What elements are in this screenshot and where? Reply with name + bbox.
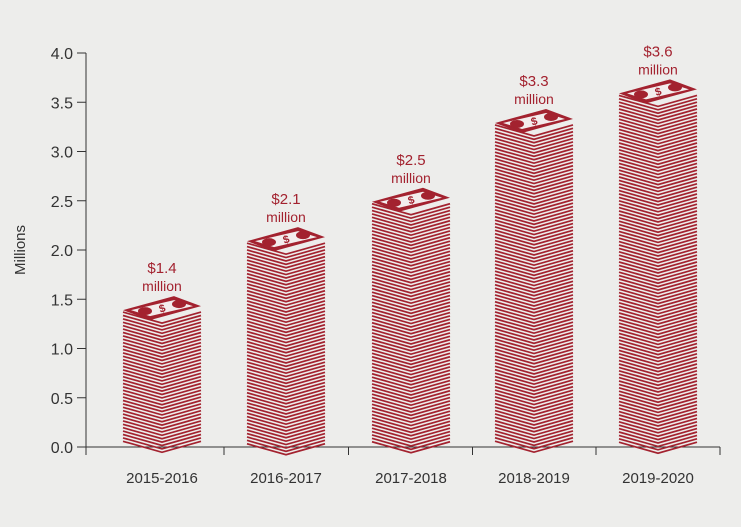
y-tick-label: 1.0 bbox=[51, 342, 73, 359]
data-label-unit: million bbox=[391, 170, 431, 186]
bill-stack-lines bbox=[494, 124, 574, 454]
y-tick-label: 2.0 bbox=[51, 243, 73, 260]
top-banknote: $ bbox=[372, 187, 450, 212]
data-label-unit: million bbox=[142, 278, 182, 294]
dollar-icon: $ bbox=[530, 115, 540, 128]
bill-stack-lines bbox=[371, 202, 451, 454]
x-tick-label: 2015-2016 bbox=[126, 470, 198, 487]
dollar-icon: $ bbox=[282, 233, 292, 246]
data-label-amount: $3.6 bbox=[643, 43, 672, 60]
data-label-amount: $2.1 bbox=[271, 191, 300, 208]
bar: $ bbox=[494, 108, 574, 454]
y-tick-label: 0.5 bbox=[51, 391, 73, 408]
bar: $ bbox=[122, 296, 202, 454]
x-tick-label: 2018-2019 bbox=[498, 470, 570, 487]
bar: $ bbox=[618, 79, 698, 455]
data-label-unit: million bbox=[266, 209, 306, 225]
bill-stack-lines bbox=[122, 311, 202, 454]
top-banknote: $ bbox=[123, 296, 201, 321]
y-tick-label: 1.5 bbox=[51, 292, 73, 309]
bill-stack-lines bbox=[618, 94, 698, 455]
top-banknote: $ bbox=[247, 227, 325, 252]
dollar-icon: $ bbox=[654, 86, 664, 99]
data-label-amount: $1.4 bbox=[147, 260, 176, 277]
x-tick-label: 2017-2018 bbox=[375, 470, 447, 487]
y-tick-label: 0.0 bbox=[51, 440, 73, 457]
y-tick-label: 2.5 bbox=[51, 194, 73, 211]
bill-stack-lines bbox=[246, 242, 326, 456]
y-tick-label: 3.0 bbox=[51, 145, 73, 162]
top-banknote: $ bbox=[619, 79, 697, 104]
y-axis-title: Millions bbox=[12, 225, 29, 275]
dollar-icon: $ bbox=[407, 194, 417, 207]
bars: $ $ $ $ $ bbox=[122, 79, 698, 456]
x-tick-label: 2019-2020 bbox=[622, 470, 694, 487]
data-label-unit: million bbox=[638, 61, 678, 77]
y-tick-label: 3.5 bbox=[51, 95, 73, 112]
data-label-amount: $2.5 bbox=[396, 152, 425, 169]
top-banknote: $ bbox=[495, 108, 573, 133]
data-label-amount: $3.3 bbox=[519, 73, 548, 90]
data-labels: $1.4million$2.1million$2.5million$3.3mil… bbox=[142, 43, 678, 294]
bar: $ bbox=[371, 187, 451, 454]
data-label-unit: million bbox=[514, 91, 554, 107]
y-tick-label: 4.0 bbox=[51, 46, 73, 63]
dollar-icon: $ bbox=[158, 302, 168, 315]
x-tick-label: 2016-2017 bbox=[250, 470, 322, 487]
axes: 0.0 0.5 1.0 1.5 2.0 2.5 3.0 3.5 4.0 Millions 2015-… bbox=[12, 46, 721, 487]
bar: $ bbox=[246, 227, 326, 456]
